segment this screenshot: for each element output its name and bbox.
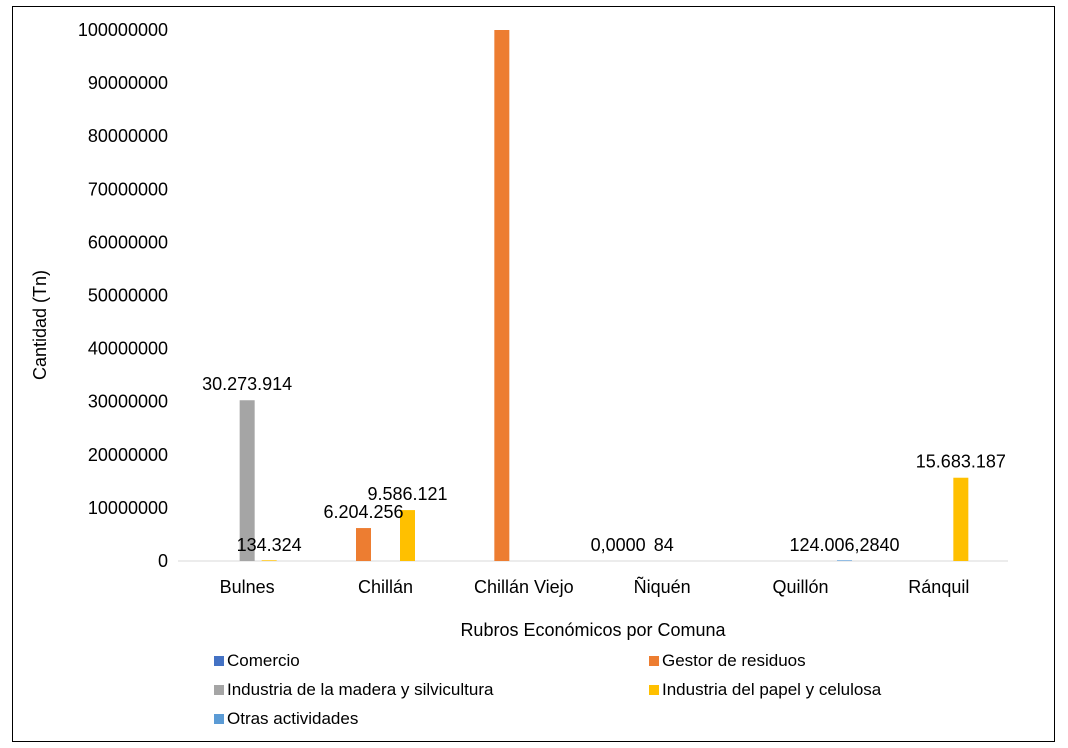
y-tick-label: 0	[158, 551, 168, 571]
bar-chill-n-viejo-series-1	[494, 30, 510, 561]
bar-bulnes-series-3	[261, 560, 277, 561]
y-tick-label: 40000000	[88, 339, 168, 359]
y-axis-ticks: 0 10000000 20000000 30000000 40000000 5000000…	[78, 20, 168, 571]
data-label: 15.683.187	[916, 452, 1006, 472]
legend-label: Industria del papel y celulosa	[662, 680, 882, 699]
x-axis-title: Rubros Económicos por Comuna	[460, 620, 726, 640]
legend-swatch	[214, 656, 224, 666]
bar-quill-n-series-4	[837, 560, 852, 561]
legend-swatch	[649, 685, 659, 695]
chart-frame	[12, 6, 1055, 742]
y-tick-label: 90000000	[88, 73, 168, 93]
legend-label: Comercio	[227, 651, 300, 670]
y-tick-label: 60000000	[88, 232, 168, 252]
y-tick-label: 70000000	[88, 179, 168, 199]
x-category-label: Quillón	[772, 577, 828, 597]
legend-swatch	[649, 656, 659, 666]
y-axis-title: Cantidad (Tn)	[30, 270, 50, 380]
y-tick-label: 50000000	[88, 286, 168, 306]
x-category-label: Ñiquén	[634, 576, 691, 597]
y-tick-label: 30000000	[88, 392, 168, 412]
bars	[239, 30, 969, 561]
data-label: 0,0000	[591, 535, 646, 555]
legend-swatch	[214, 714, 224, 724]
legend-swatch	[214, 685, 224, 695]
x-category-label: Chillán	[358, 577, 413, 597]
y-tick-label: 80000000	[88, 126, 168, 146]
legend-label: Otras actividades	[227, 709, 358, 728]
bar-chill-n-series-3	[400, 510, 415, 561]
x-category-label: Bulnes	[220, 577, 275, 597]
category-labels: Bulnes Chillán Chillán Viejo Ñiquén Quillón R…	[220, 576, 970, 597]
data-label: 30.273.914	[202, 374, 292, 394]
data-label: 134.324	[237, 535, 302, 555]
bar-r-nquil-series-3	[953, 477, 969, 561]
legend: Comercio Gestor de residuos Industria de l…	[214, 651, 882, 728]
data-label: 6.204.256	[323, 502, 403, 522]
data-label: 9.586.121	[367, 484, 447, 504]
legend-label: Gestor de residuos	[662, 651, 806, 670]
x-category-label: Chillán Viejo	[474, 577, 574, 597]
y-tick-label: 20000000	[88, 445, 168, 465]
y-tick-label: 100000000	[78, 20, 168, 40]
bar-bulnes-series-2	[239, 400, 255, 561]
bar-chill-n-series-1	[356, 528, 371, 561]
x-category-label: Ránquil	[908, 577, 969, 597]
legend-label: Industria de la madera y silvicultura	[227, 680, 494, 699]
data-label: 124.006,2840	[789, 535, 899, 555]
data-label: 84	[654, 535, 674, 555]
y-tick-label: 10000000	[88, 498, 168, 518]
